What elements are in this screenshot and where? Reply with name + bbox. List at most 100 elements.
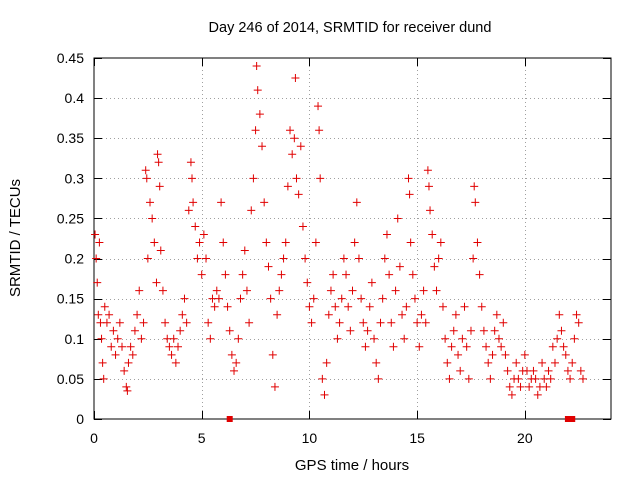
data-point	[423, 166, 432, 175]
data-point	[471, 198, 480, 207]
data-point	[148, 214, 157, 223]
x-tick-label: 0	[90, 430, 98, 446]
data-point	[404, 174, 413, 183]
data-point	[417, 310, 426, 319]
data-point	[357, 294, 366, 303]
grid-lines	[94, 58, 611, 419]
data-point	[445, 374, 454, 383]
data-point	[107, 342, 116, 351]
data-point	[324, 310, 333, 319]
data-point	[260, 198, 269, 207]
data-point	[111, 350, 120, 359]
data-point	[95, 238, 104, 247]
data-point	[359, 318, 368, 327]
data-point	[195, 238, 204, 247]
data-point	[441, 334, 450, 343]
data-point	[113, 334, 122, 343]
data-point	[370, 334, 379, 343]
data-point	[251, 126, 260, 135]
data-point	[419, 286, 428, 295]
y-tick-label: 0	[76, 411, 84, 427]
data-point	[133, 310, 142, 319]
data-point	[123, 386, 132, 395]
data-point	[460, 302, 469, 311]
data-point	[447, 342, 456, 351]
data-point	[393, 214, 402, 223]
data-point	[191, 222, 200, 231]
data-point	[348, 286, 357, 295]
data-point	[94, 310, 103, 319]
data-point	[309, 294, 318, 303]
data-point	[230, 366, 239, 375]
data-point	[105, 310, 114, 319]
data-point	[544, 366, 553, 375]
data-point	[507, 390, 516, 399]
y-tick-label: 0.1	[65, 331, 85, 347]
data-point	[275, 286, 284, 295]
data-point	[572, 310, 581, 319]
data-point	[128, 350, 137, 359]
data-point	[186, 158, 195, 167]
data-point	[120, 366, 129, 375]
data-point	[494, 334, 503, 343]
y-tick-label: 0.4	[65, 90, 85, 106]
data-point	[130, 326, 139, 335]
data-point	[531, 374, 540, 383]
data-point	[365, 302, 374, 311]
y-axis-ticks: 0 0.05 0.1 0.15 0.2 0.25 0.3 0.35 0.4 0.45	[57, 50, 611, 427]
data-point	[146, 198, 155, 207]
data-point	[395, 262, 404, 271]
data-point	[154, 158, 163, 167]
data-point	[142, 174, 151, 183]
data-point	[307, 318, 316, 327]
data-point	[470, 182, 479, 191]
data-point	[337, 294, 346, 303]
data-point	[316, 174, 325, 183]
data-point	[294, 190, 303, 199]
data-point	[153, 150, 162, 159]
data-point	[374, 374, 383, 383]
data-point	[402, 302, 411, 311]
data-point	[578, 374, 587, 383]
data-point	[219, 238, 228, 247]
data-point	[479, 326, 488, 335]
data-point	[314, 102, 323, 111]
data-point	[253, 86, 262, 95]
data-point	[247, 206, 256, 215]
data-point	[512, 358, 521, 367]
data-point	[206, 334, 215, 343]
data-point	[268, 350, 277, 359]
data-point	[197, 270, 206, 279]
axis-marker	[226, 416, 233, 422]
data-point	[382, 230, 391, 239]
data-point	[525, 382, 534, 391]
data-point	[434, 254, 443, 263]
data-point	[505, 382, 514, 391]
data-point	[497, 342, 506, 351]
data-point	[291, 74, 300, 83]
y-tick-label: 0.45	[57, 50, 84, 66]
data-point	[320, 390, 329, 399]
data-point	[232, 358, 241, 367]
x-axis-label: GPS time / hours	[295, 457, 409, 474]
data-point	[568, 358, 577, 367]
data-point	[227, 350, 236, 359]
data-point	[143, 254, 152, 263]
data-points	[91, 62, 587, 399]
data-point	[488, 350, 497, 359]
data-point	[171, 358, 180, 367]
data-point	[92, 254, 101, 263]
data-point	[315, 126, 324, 135]
data-point	[279, 254, 288, 263]
data-point	[99, 374, 108, 383]
data-point	[354, 254, 363, 263]
data-point	[180, 294, 189, 303]
data-point	[408, 270, 417, 279]
data-point	[424, 182, 433, 191]
data-point	[426, 206, 435, 215]
data-point	[391, 286, 400, 295]
data-point	[542, 382, 551, 391]
data-point	[264, 262, 273, 271]
data-point	[342, 270, 351, 279]
data-point	[189, 198, 198, 207]
